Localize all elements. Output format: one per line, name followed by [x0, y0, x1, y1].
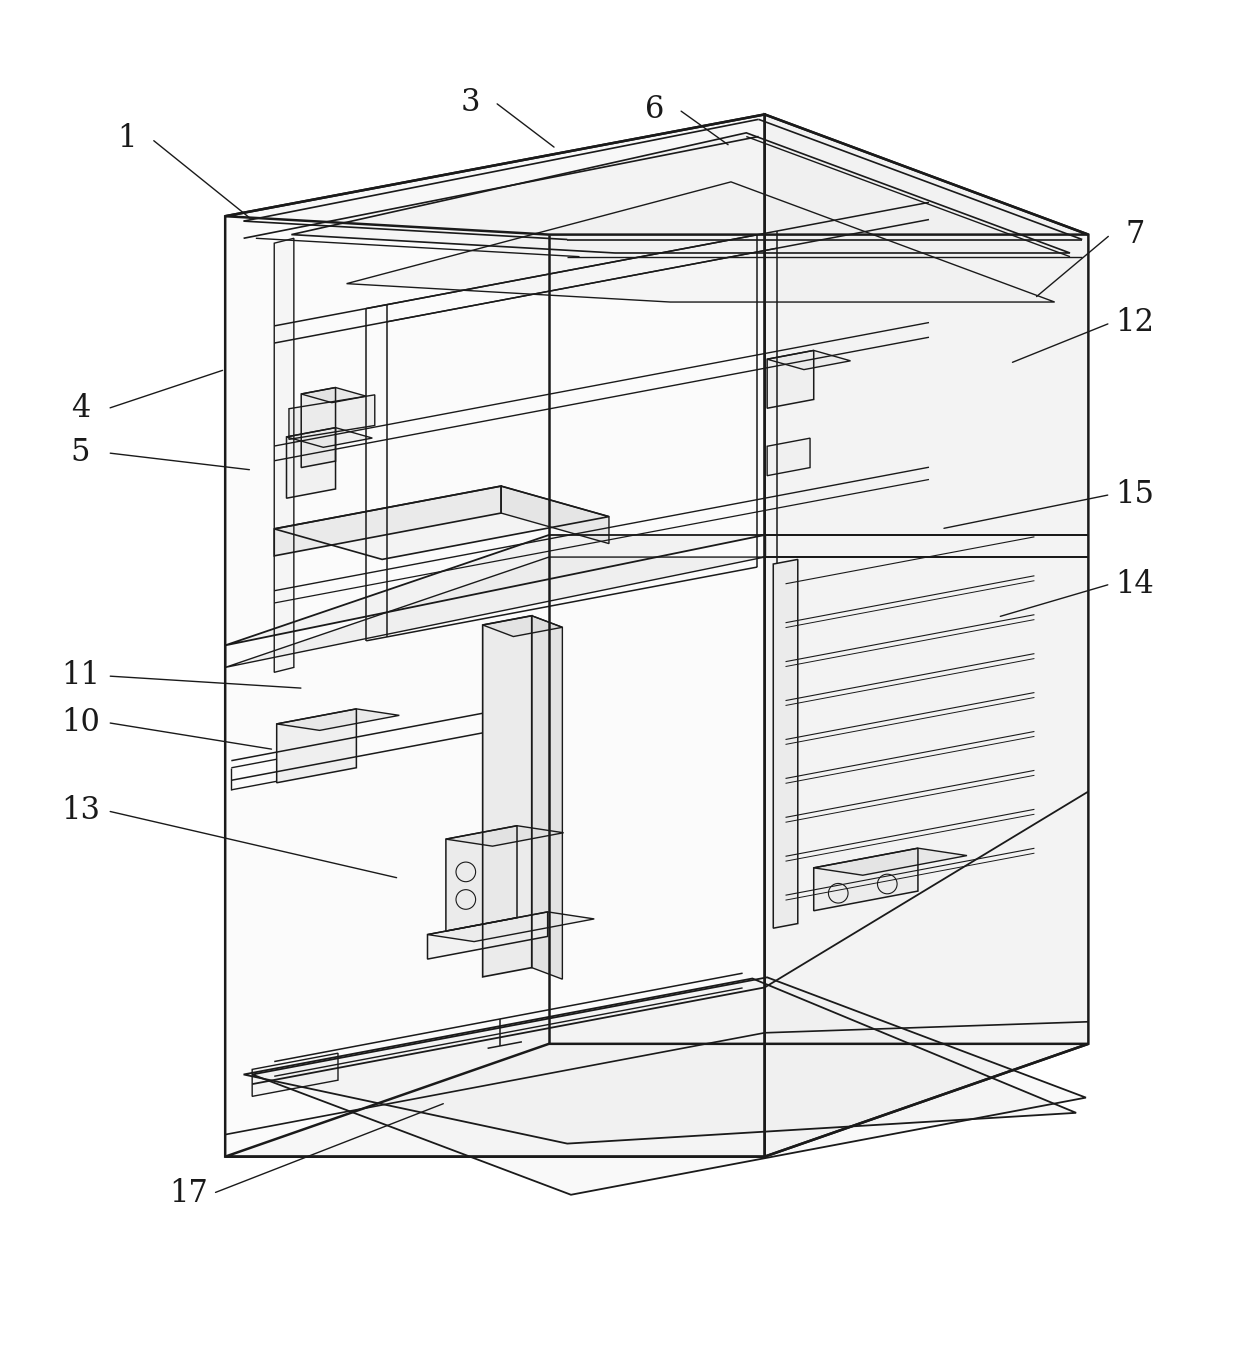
Polygon shape — [813, 848, 918, 911]
Polygon shape — [765, 115, 1089, 1156]
Polygon shape — [277, 708, 356, 783]
Polygon shape — [501, 487, 609, 544]
Text: 10: 10 — [61, 707, 100, 738]
Polygon shape — [301, 388, 366, 403]
Text: 5: 5 — [71, 437, 91, 468]
Polygon shape — [274, 487, 609, 560]
Polygon shape — [252, 977, 1086, 1195]
Text: 17: 17 — [169, 1178, 208, 1209]
Text: 1: 1 — [118, 123, 136, 154]
Polygon shape — [286, 427, 336, 499]
Polygon shape — [289, 395, 374, 439]
Polygon shape — [428, 911, 548, 959]
Polygon shape — [346, 183, 1055, 301]
Polygon shape — [428, 911, 594, 941]
Polygon shape — [768, 350, 851, 369]
Polygon shape — [446, 826, 517, 932]
Text: 12: 12 — [1116, 307, 1154, 338]
Polygon shape — [768, 438, 810, 476]
Polygon shape — [301, 388, 336, 468]
Polygon shape — [243, 979, 1076, 1144]
Polygon shape — [226, 115, 765, 1156]
Polygon shape — [482, 615, 563, 637]
Polygon shape — [768, 350, 813, 408]
Text: 14: 14 — [1116, 569, 1154, 599]
Polygon shape — [482, 615, 532, 977]
Text: 6: 6 — [645, 95, 663, 124]
Text: 13: 13 — [61, 795, 100, 826]
Polygon shape — [274, 238, 294, 672]
Polygon shape — [226, 557, 1089, 668]
Polygon shape — [446, 826, 564, 846]
Text: 3: 3 — [461, 87, 480, 118]
Text: 7: 7 — [1125, 219, 1145, 250]
Polygon shape — [813, 848, 967, 875]
Text: 4: 4 — [71, 393, 91, 425]
Polygon shape — [226, 535, 1089, 645]
Text: 15: 15 — [1116, 479, 1154, 510]
Polygon shape — [774, 560, 797, 929]
Polygon shape — [252, 1053, 339, 1096]
Polygon shape — [226, 115, 1089, 235]
Text: 11: 11 — [61, 661, 100, 691]
Polygon shape — [291, 132, 1070, 253]
Polygon shape — [532, 615, 563, 979]
Polygon shape — [274, 487, 501, 556]
Polygon shape — [226, 1044, 1089, 1156]
Polygon shape — [286, 427, 372, 448]
Polygon shape — [277, 708, 399, 730]
